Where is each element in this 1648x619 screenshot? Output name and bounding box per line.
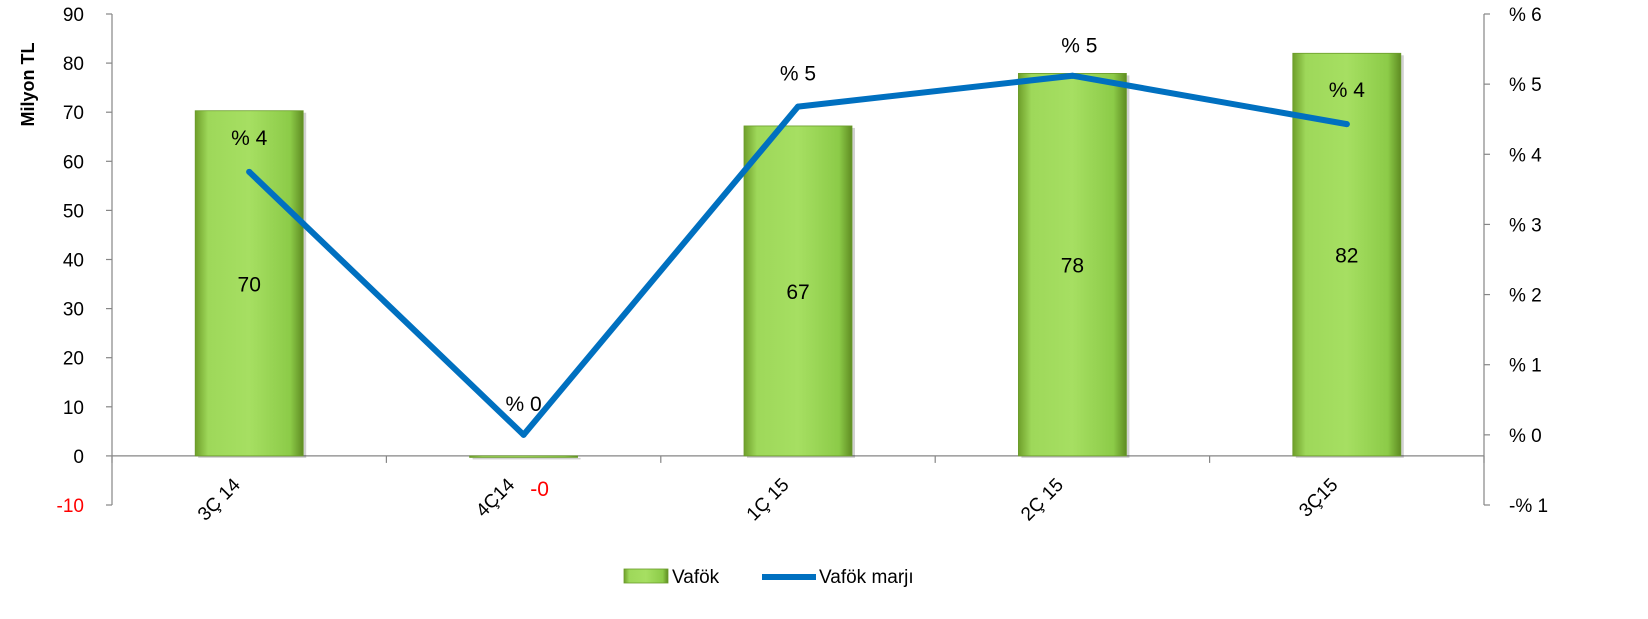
bar-shadow xyxy=(472,457,581,460)
line-point xyxy=(520,431,527,438)
y-tick-label: 30 xyxy=(63,300,84,321)
y-tick-label: 70 xyxy=(63,103,84,124)
line-value-label: % 5 xyxy=(1061,35,1097,58)
y2-tick-label: % 5 xyxy=(1509,75,1542,96)
bar xyxy=(194,110,304,457)
y-tick-label: 40 xyxy=(63,251,84,272)
line-point xyxy=(1343,121,1350,128)
bar xyxy=(743,125,853,457)
legend: Vafök Vafök marjı xyxy=(623,567,914,588)
bar-value-label: -0 xyxy=(530,478,549,501)
bar-value-label: 70 xyxy=(238,273,261,296)
y-tick-label: 0 xyxy=(73,447,84,468)
x-tick-label: 3Ç 14 xyxy=(194,474,245,525)
x-tick-label: 4Ç14 xyxy=(472,474,519,521)
line-value-label: % 5 xyxy=(780,63,816,86)
line-value-label: % 4 xyxy=(1329,79,1366,102)
line-point xyxy=(795,103,801,110)
line-point xyxy=(1069,72,1076,79)
y-tick-label: 80 xyxy=(63,54,84,75)
y-tick-label: 20 xyxy=(63,349,84,370)
y-axis-title: Milyon TL xyxy=(18,43,38,127)
y-tick-label: 90 xyxy=(63,5,84,26)
x-tick-label: 1Ç 15 xyxy=(743,475,794,526)
y2-tick-label: % 2 xyxy=(1509,286,1542,307)
line-value-label: % 0 xyxy=(506,393,542,416)
y2-tick-label: -% 1 xyxy=(1509,496,1548,517)
bar-value-label: 82 xyxy=(1335,245,1358,268)
legend-swatch-bar xyxy=(623,568,669,584)
data-labels: 70 -0 67 78 82 % 4 % 0 % 5 % 5 % 4 xyxy=(231,35,1365,501)
bar xyxy=(1018,73,1127,457)
bars xyxy=(194,52,1404,460)
y2-tick-label: % 0 xyxy=(1509,426,1542,447)
legend-label-bar: Vafök xyxy=(672,567,720,588)
y2-tick-label: % 1 xyxy=(1509,356,1542,377)
legend-label-line: Vafök marjı xyxy=(819,567,914,588)
line-value-label: % 4 xyxy=(231,127,268,150)
y2-tick-label: % 3 xyxy=(1509,215,1542,236)
y-tick-label: -10 xyxy=(57,496,84,517)
y2-tick-label: % 4 xyxy=(1509,145,1542,166)
y-tick-label: 10 xyxy=(63,398,84,419)
bar-value-label: 78 xyxy=(1061,255,1084,278)
bar-value-label: 67 xyxy=(786,281,809,304)
margin-line xyxy=(246,72,1350,438)
bar xyxy=(469,455,579,458)
y2-tick-label: % 6 xyxy=(1509,5,1542,26)
y-tick-label: 50 xyxy=(63,201,84,222)
x-tick-label: 3Ç15 xyxy=(1295,475,1342,522)
y-tick-label: 60 xyxy=(63,152,84,173)
line-point xyxy=(246,168,253,175)
x-tick-label: 2Ç 15 xyxy=(1017,475,1068,526)
